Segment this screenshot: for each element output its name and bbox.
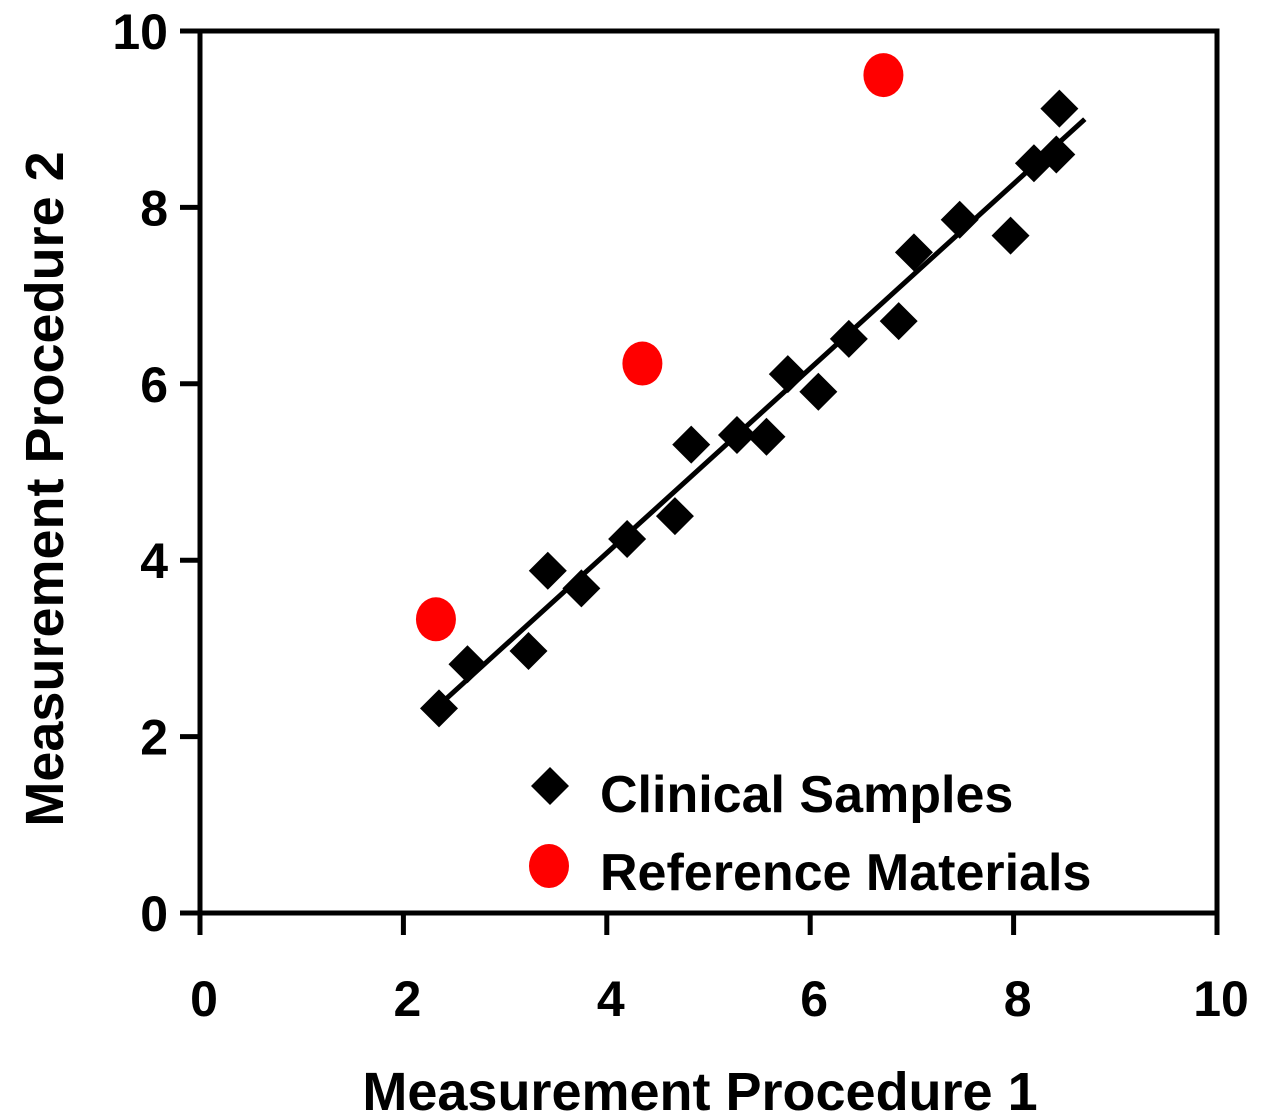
clinical-sample-point: [829, 319, 868, 358]
y-tick-label: 0: [140, 886, 168, 942]
x-tick-label: 0: [190, 971, 218, 1027]
clinical-sample-point: [940, 200, 979, 239]
legend: Clinical Samples Reference Materials: [529, 766, 1091, 902]
clinical-sample-point: [448, 645, 487, 684]
x-axis-title: Measurement Procedure 1: [362, 1062, 1037, 1117]
clinical-sample-point: [655, 497, 694, 536]
reference-material-point: [415, 597, 456, 642]
clinical-sample-point: [768, 355, 807, 394]
y-axis-title: Measurement Procedure 2: [15, 151, 75, 826]
y-axis: 0 2 4 6 8 10: [112, 4, 200, 942]
legend-label-reference-materials: Reference Materials: [600, 844, 1091, 902]
legend-marker-clinical-samples: [531, 767, 569, 805]
x-tick-label: 10: [1193, 971, 1249, 1027]
x-tick-label: 2: [393, 971, 421, 1027]
reference-material-point: [622, 341, 663, 386]
x-tick-label: 4: [597, 971, 625, 1027]
clinical-sample-point: [991, 216, 1030, 255]
clinical-sample-point: [799, 372, 838, 411]
clinical-sample-point: [894, 233, 933, 272]
clinical-sample-point: [562, 569, 601, 608]
y-tick-label: 6: [140, 357, 168, 413]
y-tick-label: 2: [140, 710, 168, 766]
x-axis: 0 2 4 6 8 10: [190, 913, 1249, 1027]
x-tick-label: 8: [1004, 971, 1032, 1027]
clinical-sample-point: [672, 425, 711, 464]
clinical-sample-point: [419, 689, 458, 728]
y-tick-label: 10: [112, 4, 168, 60]
clinical-sample-point: [528, 551, 567, 590]
legend-label-clinical-samples: Clinical Samples: [600, 766, 1013, 824]
clinical-sample-point: [879, 302, 918, 341]
reference-material-point: [863, 53, 904, 98]
clinical-sample-point: [608, 520, 647, 559]
clinical-sample-point: [1037, 135, 1076, 174]
clinical-sample-point: [1040, 89, 1079, 128]
x-tick-label: 6: [800, 971, 828, 1027]
y-tick-label: 4: [140, 533, 168, 589]
clinical-sample-point: [717, 415, 756, 454]
clinical-sample-point: [747, 417, 786, 456]
y-tick-label: 8: [140, 180, 168, 236]
plot-frame: [197, 28, 1220, 916]
clinical-sample-point: [509, 632, 548, 671]
data-points: [415, 53, 1079, 728]
legend-marker-reference-materials: [529, 844, 569, 888]
